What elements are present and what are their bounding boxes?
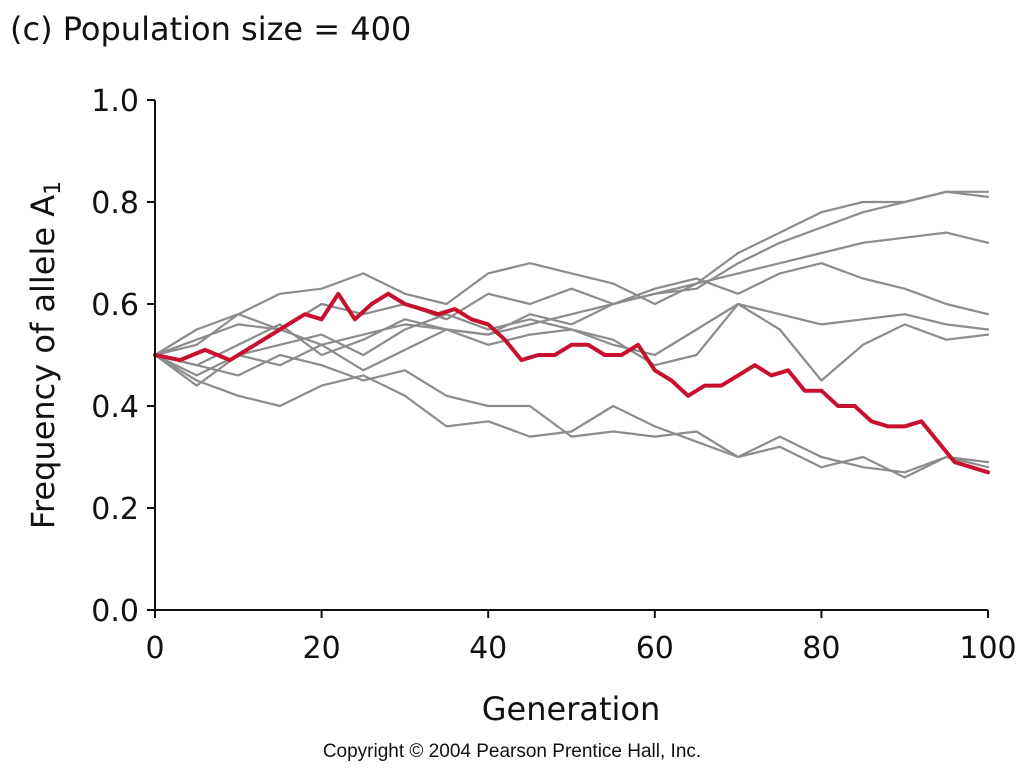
copyright-notice: Copyright © 2004 Pearson Prentice Hall, …: [323, 741, 701, 762]
series-line-4: [153, 262, 990, 367]
x-tick-label: 100: [959, 631, 1016, 666]
x-axis-label: Generation: [482, 690, 661, 728]
chart-title: (c) Population size = 400: [10, 10, 411, 48]
series-lines: [153, 190, 990, 479]
y-axis-label: Frequency of allele A1: [24, 181, 66, 529]
y-axis-label-text: Frequency of allele A: [24, 195, 62, 529]
x-tick-label: 60: [636, 631, 674, 666]
y-tick-label: 0.4: [91, 390, 139, 425]
x-axis-ticks: 0 20 40 60 80 100: [145, 610, 1017, 666]
y-axis-label-subscript: 1: [41, 181, 66, 195]
y-tick-label: 0.0: [91, 594, 139, 629]
x-tick-label: 0: [145, 631, 164, 666]
series-line-8: [153, 353, 990, 479]
y-axis-ticks: 0.0 0.2 0.4 0.6 0.8 1.0: [91, 84, 155, 629]
y-tick-label: 0.6: [91, 288, 139, 323]
y-tick-label: 1.0: [91, 84, 139, 119]
y-tick-label: 0.2: [91, 492, 139, 527]
series-line-7: [153, 353, 990, 474]
x-tick-label: 80: [802, 631, 840, 666]
series-line-1: [153, 190, 990, 357]
x-tick-label: 40: [469, 631, 507, 666]
highlighted-series-line: [153, 291, 990, 475]
y-tick-label: 0.8: [91, 186, 139, 221]
x-tick-label: 20: [303, 631, 341, 666]
